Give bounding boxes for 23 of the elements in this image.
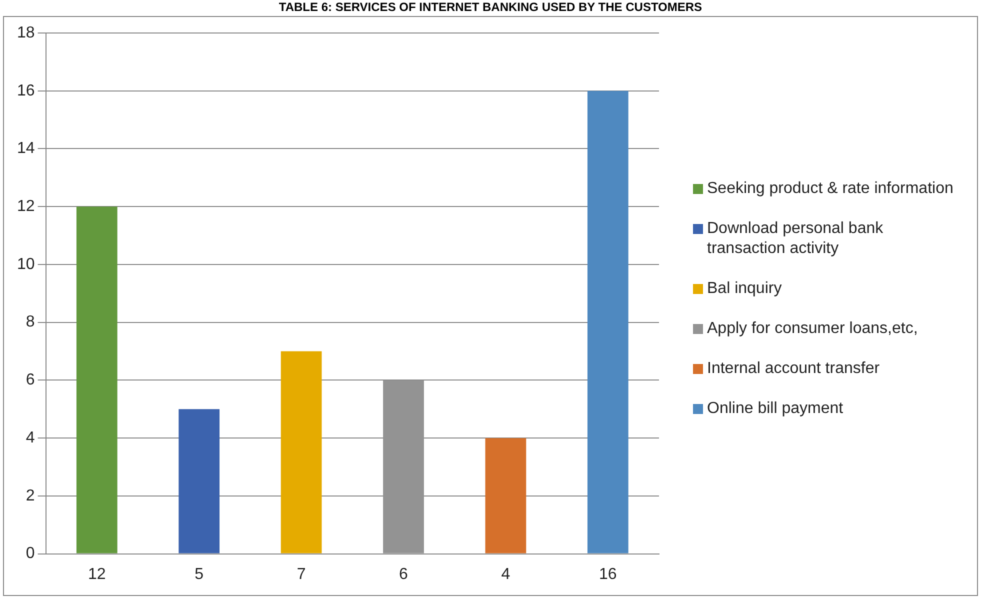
chart-title: TABLE 6: SERVICES OF INTERNET BANKING USED BY THE CUSTOMERS	[278, 0, 704, 14]
legend-label: Internal account transfer	[707, 359, 880, 379]
legend-label: Download personal bank transaction activity	[707, 219, 884, 259]
x-tick-label: 5	[194, 566, 204, 583]
x-tick-label: 12	[88, 566, 106, 583]
x-tick-label: 4	[501, 566, 510, 583]
x-tick-label: 7	[296, 566, 306, 583]
y-tick-label: 6	[26, 372, 35, 389]
x-tick-label: 16	[599, 566, 617, 583]
y-tick-label: 18	[17, 24, 35, 42]
legend-label: Online bill payment	[707, 399, 844, 419]
y-tick-label: 12	[17, 198, 35, 216]
legend-label: Bal inquiry	[707, 279, 782, 299]
legend-label: Seeking product & rate information	[707, 179, 954, 199]
y-tick-label: 0	[26, 545, 35, 562]
y-tick-label: 8	[26, 314, 35, 331]
legend-label: Apply for consumer loans,etc,	[707, 319, 918, 339]
y-tick-label: 14	[17, 140, 35, 158]
y-tick-label: 2	[26, 487, 35, 504]
y-tick-label: 10	[17, 256, 35, 273]
x-tick-label: 6	[399, 566, 408, 583]
y-tick-label: 4	[26, 429, 35, 446]
y-tick-label: 16	[17, 82, 35, 100]
